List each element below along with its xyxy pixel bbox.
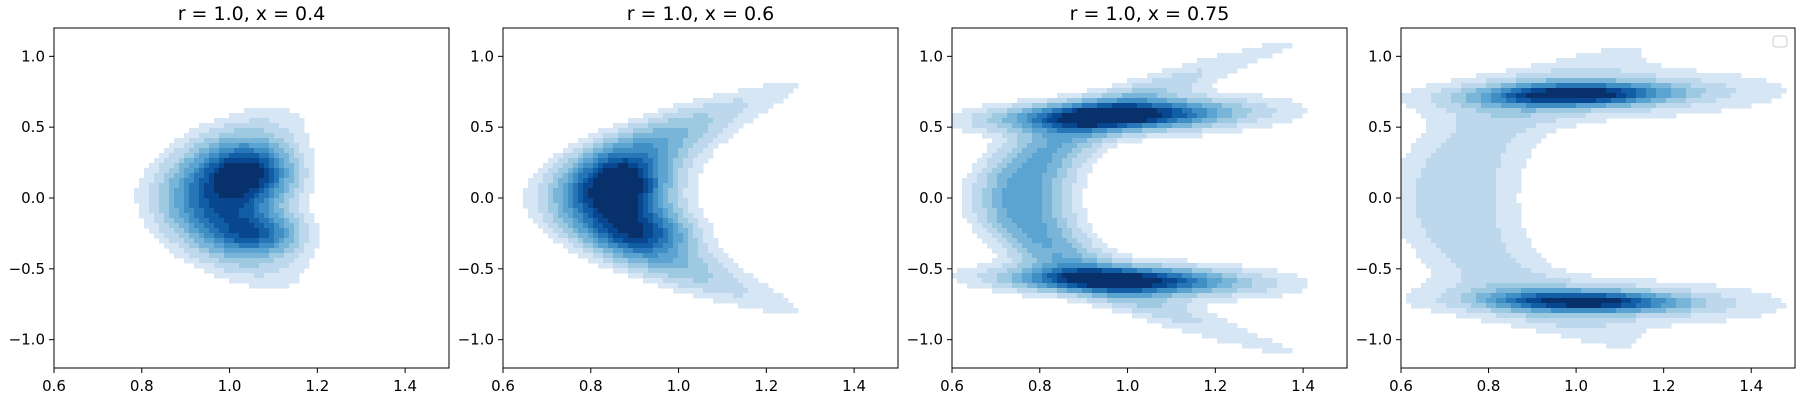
x-tick-label: 0.8 — [130, 377, 154, 395]
y-tick-label: 1.0 — [919, 47, 943, 65]
x-tick-label: 0.8 — [1028, 377, 1052, 395]
y-tick-label: 0.5 — [919, 118, 943, 136]
y-tick-label: 0.0 — [470, 189, 494, 207]
y-tick-label: 0.5 — [21, 118, 45, 136]
legend-box — [1772, 35, 1788, 48]
x-tick-label: 1.0 — [1564, 377, 1588, 395]
y-tick-label: 1.0 — [470, 47, 494, 65]
density-contours — [1401, 48, 1787, 349]
chart-title: r = 1.0, x = 0.75 — [1070, 3, 1230, 25]
x-tick-label: 1.4 — [1291, 377, 1315, 395]
y-tick-label: 0.0 — [919, 189, 943, 207]
chart-title: r = 1.0, x = 0.6 — [627, 3, 775, 25]
y-tick-label: −1.0 — [9, 331, 45, 349]
y-tick-label: −1.0 — [458, 331, 494, 349]
subplot-4: 0.6 0.8 1.0 1.2 1.4 1.0 0.5 0.0 −0.5 −1.0 — [1356, 27, 1796, 395]
y-tick-label: 0.0 — [1368, 189, 1392, 207]
x-tick-label: 1.4 — [1739, 377, 1763, 395]
x-tick-label: 1.2 — [1203, 377, 1227, 395]
x-tick-label: 1.2 — [754, 377, 778, 395]
x-tick-label: 0.8 — [579, 377, 603, 395]
y-tick-label: −0.5 — [907, 260, 943, 278]
y-tick-label: 0.5 — [1368, 118, 1392, 136]
x-tick-label: 1.4 — [842, 377, 866, 395]
y-tick-label: −0.5 — [9, 260, 45, 278]
y-tick-label: −1.0 — [907, 331, 943, 349]
x-tick-label: 0.6 — [491, 377, 515, 395]
x-tick-label: 0.6 — [1389, 377, 1413, 395]
x-tick-label: 1.2 — [305, 377, 329, 395]
x-tick-label: 1.0 — [667, 377, 691, 395]
x-tick-label: 1.2 — [1652, 377, 1676, 395]
y-tick-label: 1.0 — [1368, 47, 1392, 65]
density-contours — [134, 108, 320, 289]
y-tick-label: −0.5 — [1356, 260, 1392, 278]
chart-title: r = 1.0, x = 0.4 — [178, 3, 326, 25]
subplot-3: 0.6 0.8 1.0 1.2 1.4 1.0 0.5 0.0 −0.5 −1.0 r = 1.0,… — [907, 3, 1348, 395]
y-tick-label: 1.0 — [21, 47, 45, 65]
y-tick-label: 0.0 — [21, 189, 45, 207]
density-contours — [523, 83, 799, 314]
x-tick-label: 1.4 — [393, 377, 417, 395]
y-tick-label: −1.0 — [1356, 331, 1392, 349]
x-tick-label: 1.0 — [1116, 377, 1140, 395]
x-tick-label: 0.8 — [1477, 377, 1501, 395]
subplot-1: 0.6 0.8 1.0 1.2 1.4 1.0 0.5 0.0 −0.5 −1.0 r = 1.0,… — [9, 3, 450, 395]
x-tick-label: 1.0 — [218, 377, 242, 395]
density-contours — [952, 43, 1308, 354]
x-tick-label: 0.6 — [940, 377, 964, 395]
subplot-2: 0.6 0.8 1.0 1.2 1.4 1.0 0.5 0.0 −0.5 −1.0 r = 1.0,… — [458, 3, 899, 395]
y-tick-label: 0.5 — [470, 118, 494, 136]
y-tick-label: −0.5 — [458, 260, 494, 278]
x-tick-label: 0.6 — [42, 377, 66, 395]
